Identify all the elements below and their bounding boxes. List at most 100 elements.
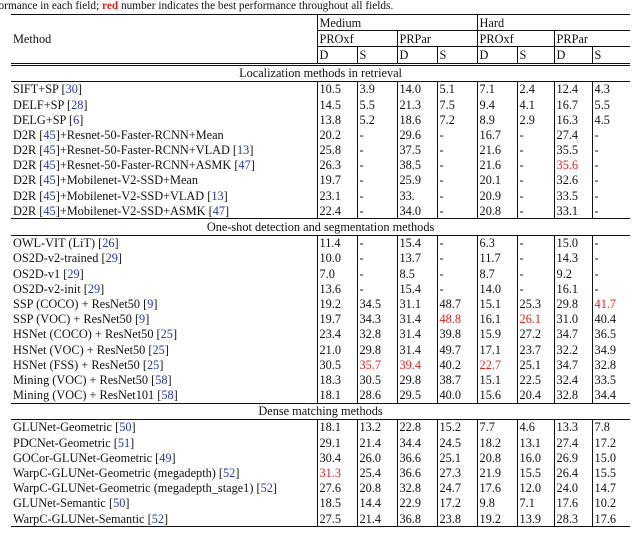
method-label: GOCor-GLUNet-Geometric [13, 450, 153, 465]
table-row: GLUNet-Geometric [50] 18.1 13.2 22.8 15.2 7.7… [11, 419, 631, 436]
table-row: DELF+SP [28] 14.5 5.5 21.3 7.5 9.4 4.1 16.7 5.5 [11, 96, 631, 113]
citation-link[interactable]: 9 [139, 312, 146, 327]
citation-link[interactable]: 29 [105, 251, 118, 266]
citation-link[interactable]: 51 [117, 435, 131, 450]
method-label: OS2D-v2-init [13, 281, 81, 296]
method-name: HSNet (COCO) + ResNet50 [25] [13, 327, 178, 342]
method-label: SSP (VOC) + ResNet50 [13, 312, 132, 327]
score-cell: 7.1 [516, 495, 555, 511]
citation-link[interactable]: 25 [147, 357, 160, 372]
score-cell: 35.7 [356, 357, 397, 373]
score-cell: 22.7 [476, 357, 518, 373]
citation-link[interactable]: 29 [87, 281, 101, 296]
method-name: PDCNet-Geometric [51] [13, 435, 135, 450]
caption-text-2: number indicates the best performance th… [118, 0, 394, 12]
caption-text-1: erformance in each field; [0, 0, 100, 12]
method-name: OWL-VIT (LiT) [26] [13, 236, 119, 251]
score-cell: 20.1 [476, 172, 518, 189]
method-name: Mining (VOC) + ResNet101 [58] [13, 388, 178, 403]
score-cell: - [591, 142, 631, 158]
citation-link[interactable]: 13 [211, 188, 224, 203]
table-row: D2R [45]+Mobilenet-V2-SSD+VLAD [13] 23.1-… [11, 188, 631, 204]
score-cell: 2.4 [516, 81, 555, 97]
citation-link[interactable]: 58 [161, 388, 174, 403]
score-cell: 16.1 [476, 311, 518, 327]
method-label: SIFT+SP [13, 82, 59, 97]
section-header-row: One-shot detection and segmentation meth… [11, 218, 631, 236]
score-cell: 29.8 [553, 296, 593, 312]
score-cell: - [591, 157, 631, 173]
citation-link[interactable]: 13 [237, 143, 250, 158]
table-row: D2R [45]+Mobilenet-V2-SSD+ASMK [47] 22.4-… [11, 203, 631, 219]
col-medium-proxf-s: S [356, 46, 397, 65]
citation-link[interactable]: 50 [113, 496, 126, 511]
citation-link[interactable]: 45 [43, 127, 56, 142]
citation-link[interactable]: 47 [238, 158, 251, 173]
score-cell: 15.4 [396, 281, 437, 297]
score-cell: 32.8 [396, 480, 437, 496]
score-cell: 8.5 [396, 266, 437, 282]
citation-link[interactable]: 45 [43, 188, 56, 203]
score-cell: 15.4 [396, 235, 437, 251]
score-cell: 31.4 [396, 311, 437, 327]
citation-link[interactable]: 47 [212, 203, 226, 218]
citation-link[interactable]: 45 [43, 173, 56, 188]
citation-link[interactable]: 25 [160, 327, 173, 342]
score-cell: 18.1 [316, 387, 357, 404]
citation-link[interactable]: 58 [155, 372, 168, 387]
score-cell: 19.7 [316, 311, 357, 327]
score-cell: 7.1 [476, 81, 518, 97]
score-cell: 14.0 [476, 281, 518, 297]
score-cell: 7.8 [591, 419, 631, 436]
score-cell: 31.1 [396, 296, 437, 312]
citation-link[interactable]: 6 [73, 112, 80, 127]
section-header-row: Dense matching methods [11, 402, 631, 420]
score-cell: 32.2 [553, 341, 593, 358]
score-cell: 15.9 [476, 326, 518, 342]
method-name: SIFT+SP [30] [13, 82, 83, 97]
score-cell: 13.8 [316, 112, 357, 128]
score-cell: 26.1 [516, 311, 555, 327]
score-cell: 14.3 [553, 250, 593, 266]
citation-link[interactable]: 50 [119, 420, 132, 435]
score-cell: 28.3 [553, 511, 593, 528]
score-cell: 33.5 [553, 188, 593, 204]
citation-link[interactable]: 29 [67, 266, 80, 281]
citation-link[interactable]: 25 [152, 342, 165, 357]
citation-link[interactable]: 49 [159, 450, 172, 465]
score-cell: 21.6 [476, 142, 518, 158]
score-cell: 23.1 [316, 188, 357, 204]
score-cell: - [516, 281, 555, 297]
citation-link[interactable]: 52 [223, 466, 236, 481]
method-name: D2R [45]+Resnet-50-Faster-RCNN+ASMK [47] [13, 158, 255, 173]
citation-link[interactable]: 52 [151, 511, 164, 526]
citation-link[interactable]: 26 [102, 236, 115, 251]
score-cell: - [436, 188, 478, 204]
score-cell: 15.2 [436, 419, 478, 436]
score-cell: 12.4 [553, 81, 593, 97]
citation-link[interactable]: 45 [43, 158, 56, 173]
method-label: D2R [13, 173, 37, 188]
score-cell: 27.3 [436, 465, 478, 481]
method-label: D2R [13, 158, 37, 173]
score-cell: 24.0 [553, 480, 593, 496]
col-hard-prpar-d: D [553, 46, 593, 65]
medium-proxf-header: PROxf [316, 30, 397, 48]
table-row: PDCNet-Geometric [51] 29.1 21.4 34.4 24.5 18.… [11, 435, 631, 451]
score-cell: 29.8 [396, 372, 437, 388]
citation-link[interactable]: 30 [65, 82, 78, 97]
table-row: SIFT+SP [30] 10.5 3.9 14.0 5.1 7.1 2.4 12.4 4.3 [11, 81, 631, 97]
method-label: D2R [13, 127, 37, 142]
score-cell: 29.5 [396, 387, 437, 404]
citation-link[interactable]: 9 [147, 296, 154, 311]
score-cell: 22.4 [316, 203, 357, 219]
citation-link[interactable]: 45 [43, 143, 56, 158]
citation-link[interactable]: 28 [71, 97, 84, 112]
citation-link[interactable]: 45 [43, 203, 56, 218]
score-cell: 34.0 [396, 203, 437, 219]
score-cell: 35.6 [553, 157, 593, 173]
score-cell: 18.6 [396, 112, 437, 128]
score-cell: 16.3 [553, 112, 593, 128]
citation-link[interactable]: 52 [260, 481, 273, 496]
section-title: One-shot detection and segmentation meth… [11, 218, 631, 236]
